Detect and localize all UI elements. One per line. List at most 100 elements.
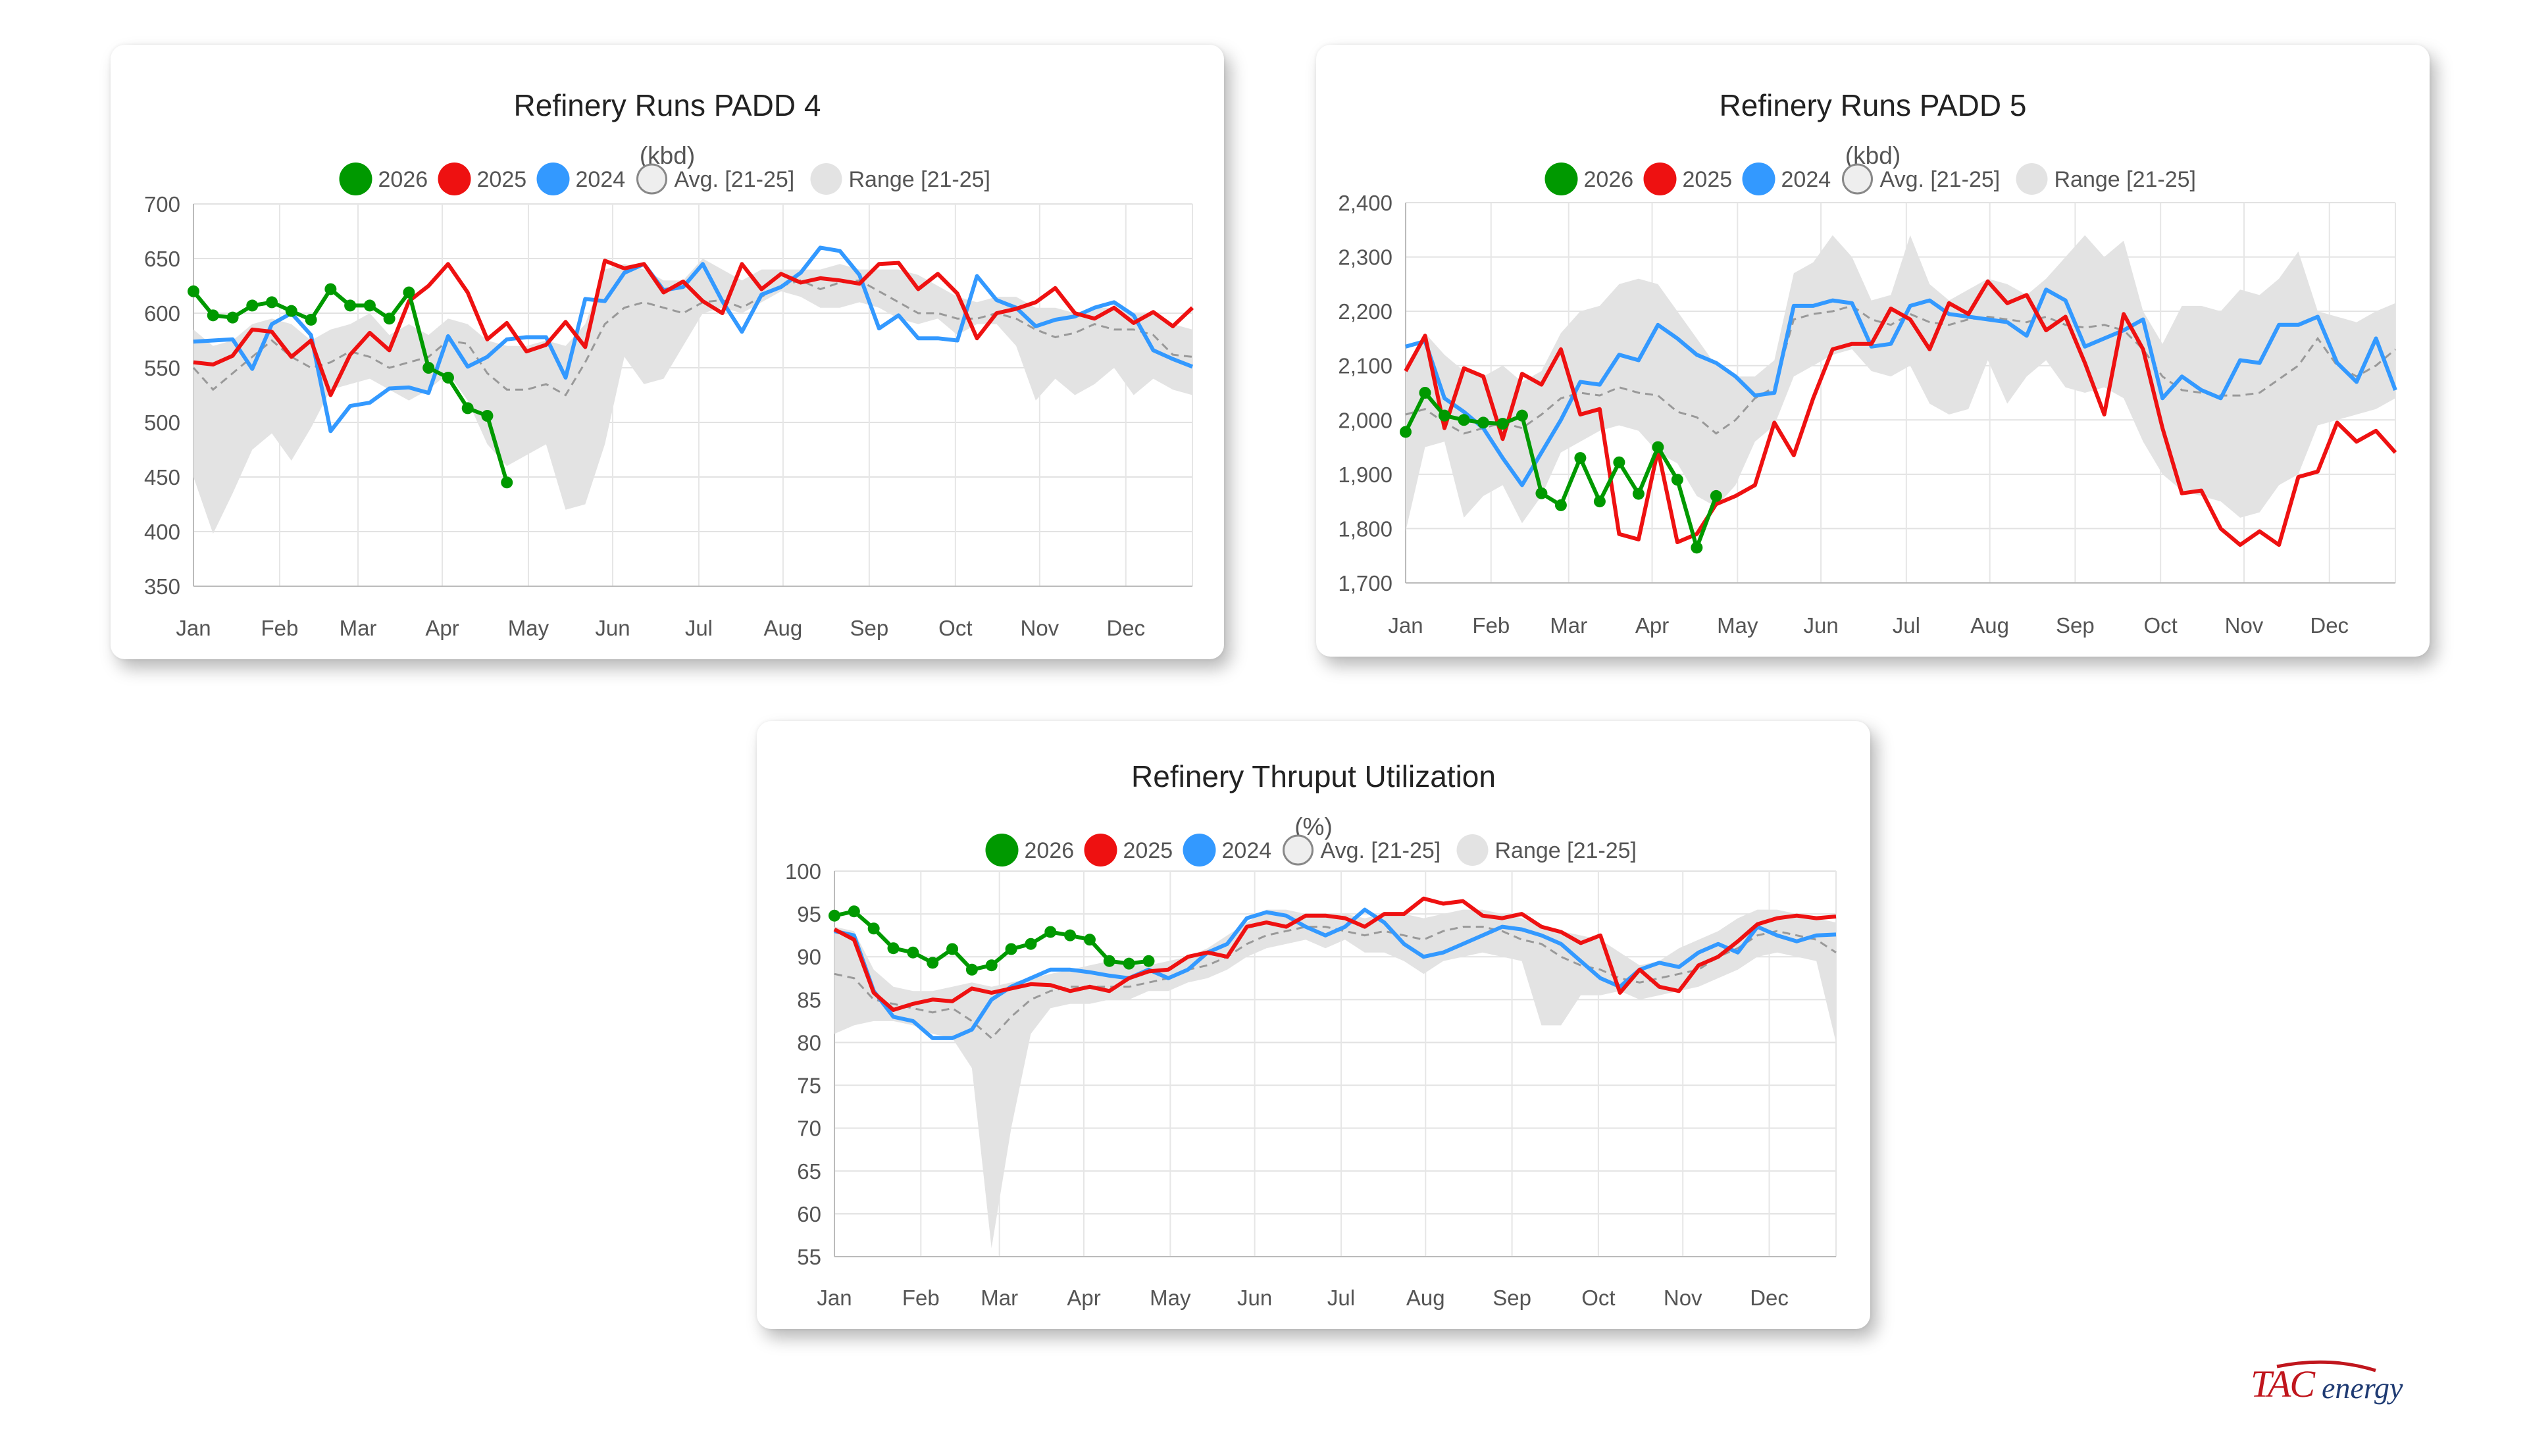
legend-marker [1456,834,1489,866]
series-2026-point[interactable] [422,362,435,374]
series-2026-point[interactable] [1044,926,1057,938]
series-2026-point[interactable] [946,943,959,955]
series-2026-point[interactable] [1083,934,1096,946]
series-2026-point[interactable] [207,309,219,322]
series-2026-point[interactable] [1593,495,1606,508]
legend-item-0[interactable]: 2026 [1544,163,1634,195]
legend-item-3[interactable]: Avg. [21-25] [1283,834,1441,866]
legend-marker [810,163,842,195]
y-tick-label: 1,800 [1338,516,1392,541]
legend-item-4[interactable]: Range [21-25] [2016,163,2197,195]
series-2026-point[interactable] [1064,929,1077,941]
series-2026-point[interactable] [887,942,900,955]
legend-marker [985,834,1019,866]
series-2026-point[interactable] [965,963,978,976]
legend-item-1[interactable]: 2025 [1084,834,1173,866]
y-tick-label: 450 [144,465,180,490]
legend-item-1[interactable]: 2025 [438,163,527,195]
series-2026-point[interactable] [1438,409,1450,422]
legend-item-2[interactable]: 2024 [1742,163,1831,195]
x-tick-label: May [508,616,549,640]
series-2026-point[interactable] [403,286,415,299]
series-2026-point[interactable] [1652,441,1664,453]
series-2026-point[interactable] [1103,955,1115,967]
legend-item-3[interactable]: Avg. [21-25] [636,163,795,195]
y-tick-label: 75 [797,1074,821,1098]
series-2026-point[interactable] [985,959,998,972]
legend-item-1[interactable]: 2025 [1643,163,1733,195]
series-2026-point[interactable] [1632,488,1645,500]
series-2026-point[interactable] [285,305,297,317]
x-tick-label: Feb [902,1286,940,1310]
x-tick-label: May [1150,1286,1191,1310]
series-2025-line [833,896,1837,1012]
legend-label: Range [21-25] [849,167,991,192]
series-2026-point[interactable] [246,299,259,312]
series-2026-point[interactable] [188,285,199,297]
series-2026-point[interactable] [867,922,880,935]
legend-marker [1842,163,1873,195]
y-tick-label: 550 [144,356,180,380]
series-2026-point[interactable] [442,371,454,384]
x-tick-label: Sep [1493,1286,1531,1310]
series-2026-point[interactable] [501,476,513,489]
series-2026-point[interactable] [1419,387,1431,399]
series-2026-point[interactable] [1123,957,1135,970]
series-2026-point[interactable] [1554,499,1567,511]
series-2026-point[interactable] [1142,955,1155,967]
legend-label: 2026 [378,167,428,192]
legend-marker [1544,163,1578,195]
legend-marker [1742,163,1775,195]
series-2026-point[interactable] [1671,474,1683,486]
series-2026-point[interactable] [907,946,919,959]
chart-card-padd5: Refinery Runs PADD 5 (kbd) 2026 2025 2024 Avg… [1316,45,2430,657]
series-2026-point[interactable] [1710,490,1722,502]
series-2026-point[interactable] [461,402,474,414]
legend-marker [2016,163,2048,195]
series-2026-point[interactable] [1574,452,1587,464]
legend-item-2[interactable]: 2024 [1183,834,1272,866]
legend-item-4[interactable]: Range [21-25] [1456,834,1637,866]
legend-item-0[interactable]: 2026 [985,834,1075,866]
y-tick-label: 55 [797,1245,821,1269]
series-2026-point[interactable] [1535,487,1548,499]
series-2026-point[interactable] [305,313,317,326]
series-2026-point[interactable] [1516,409,1528,422]
series-2026-point[interactable] [324,283,337,295]
series-2026-point[interactable] [363,299,376,312]
x-tick-label: Apr [1635,613,1669,638]
legend-marker [536,163,570,195]
series-2026-point[interactable] [1613,456,1625,468]
y-tick-label: 2,300 [1338,245,1392,270]
series-2026-point[interactable] [1458,414,1470,426]
series-2026-point[interactable] [1691,541,1703,554]
series-2026-point[interactable] [383,313,396,325]
x-tick-label: Jan [176,616,211,640]
series-2026-point[interactable] [927,957,939,969]
series-2026-point[interactable] [1025,938,1037,950]
legend-item-3[interactable]: Avg. [21-25] [1842,163,2001,195]
series-2026-point[interactable] [344,299,357,312]
chart-padd4: Refinery Runs PADD 4(kbd)2026 2025 2024 Avg… [144,88,1194,640]
series-2026-point[interactable] [1477,416,1489,429]
legend-item-4[interactable]: Range [21-25] [810,163,991,195]
series-2026-point[interactable] [848,905,860,918]
series-2026-point[interactable] [829,909,840,922]
series-2026-point[interactable] [266,296,278,309]
series-2026-point[interactable] [481,410,494,422]
y-tick-label: 100 [785,859,821,884]
series-2026-point[interactable] [1005,943,1017,955]
legend-label: 2025 [477,167,527,192]
chart-card-utilization: Refinery Thruput Utilization (%) 2026 2025 2… [757,721,1870,1329]
x-tick-label: Apr [425,616,459,640]
legend-item-0[interactable]: 2026 [339,163,428,195]
series-2026-point[interactable] [226,311,239,324]
legend-item-2[interactable]: 2024 [536,163,626,195]
series-2024-line [193,245,1194,434]
series-2026-point[interactable] [1400,426,1412,438]
x-tick-label: Jul [1893,613,1920,638]
chart-card-padd4: Refinery Runs PADD 4 (kbd) 2026 2025 2024 Avg… [111,45,1224,659]
x-tick-label: Jul [1327,1286,1355,1310]
series-2026-point[interactable] [1496,418,1509,430]
x-tick-label: Sep [850,616,889,640]
